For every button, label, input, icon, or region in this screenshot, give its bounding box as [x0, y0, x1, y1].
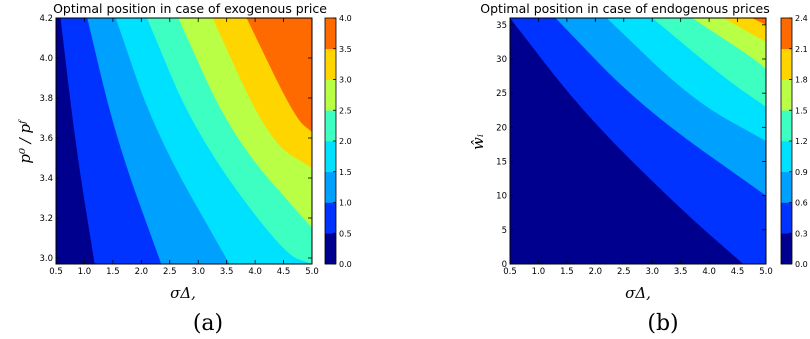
panel-a-colorbar-label: 3.0 — [339, 76, 352, 85]
panel-a-x-tick-label: 0.5 — [49, 267, 63, 277]
panel-a-y-axis-label: p⁰ / pᶠ — [16, 119, 34, 164]
panel-a-x-tick-label: 1.5 — [106, 267, 120, 277]
panel-a-band-7 — [246, 18, 312, 132]
panel-a-colorbar-label: 1.0 — [339, 199, 352, 208]
panel-b-colorbar-label: 0.9 — [795, 168, 808, 177]
panel-a-title: Optimal position in case of exogenous pr… — [53, 1, 327, 16]
panel-a-colorbar-swatch — [325, 48, 336, 80]
panel-a-colorbar-label: 3.5 — [339, 45, 352, 54]
panel-b-y-axis-label: ŵᵢ — [469, 134, 487, 150]
panel-b-colorbar-swatch — [781, 233, 792, 265]
panel-a-y-tick-label: 3.0 — [39, 254, 53, 264]
panel-b: Optimal position in case of endogenous p… — [469, 1, 808, 336]
panel-b-frame — [509, 17, 767, 265]
panel-a-caption: (a) — [193, 311, 223, 336]
panel-a-x-tick-label: 5.0 — [305, 267, 319, 277]
panel-a: Optimal position in case of exogenous pr… — [16, 1, 352, 336]
panel-b-y-ticks: 0 5 10 15 20 25 30 35 — [496, 21, 766, 270]
panel-b-plot-area — [509, 17, 767, 265]
panel-b-y-tick-label: 0 — [502, 260, 507, 270]
panel-a-y-tick-label: 3.6 — [39, 134, 53, 144]
panel-b-colorbar-label: 0.0 — [795, 260, 808, 269]
panel-a-colorbar-swatch — [325, 171, 336, 203]
panel-a-x-tick-label: 4.5 — [277, 267, 291, 277]
panel-b-x-ticks: 0.5 1.0 1.5 2.0 2.5 3.0 3.5 4.0 4.5 5.0 — [503, 18, 773, 277]
panel-a-x-tick-label: 2.5 — [163, 267, 177, 277]
panel-a-colorbar-label: 2.0 — [339, 137, 352, 146]
panel-b-colorbar-label: 2.4 — [795, 14, 808, 23]
panel-a-colorbar-label: 0.0 — [339, 260, 352, 269]
panel-a-colorbar-swatch — [325, 110, 336, 142]
panel-a-colorbar-swatch — [325, 141, 336, 173]
panel-b-caption: (b) — [647, 311, 678, 336]
panel-a-colorbar-label: 0.5 — [339, 229, 352, 238]
panel-b-colorbar-swatch — [781, 18, 792, 50]
panel-b-band-7 — [751, 18, 766, 25]
panel-b-x-tick-label: 4.0 — [702, 267, 716, 277]
panel-a-y-tick-label: 4.2 — [39, 14, 53, 24]
panel-b-x-tick-label: 2.0 — [589, 267, 603, 277]
panel-a-colorbar-swatch — [325, 202, 336, 234]
panel-a-colorbar-swatch — [325, 79, 336, 111]
panel-b-colorbar-swatch — [781, 171, 792, 203]
panel-b-x-tick-label: 0.5 — [503, 267, 517, 277]
panel-b-x-tick-label: 1.0 — [532, 267, 546, 277]
panel-a-plot-area — [55, 17, 313, 265]
panel-a-y-tick-label: 3.4 — [39, 174, 53, 184]
panel-b-colorbar-swatch — [781, 141, 792, 173]
panel-b-band-6 — [723, 18, 766, 42]
panel-a-y-tick-label: 3.2 — [39, 214, 53, 224]
panel-b-colorbar-label: 2.1 — [795, 45, 808, 54]
panel-a-colorbar-swatch — [325, 18, 336, 50]
panel-b-x-tick-label: 3.0 — [645, 267, 659, 277]
panel-a-x-tick-label: 4.0 — [248, 267, 262, 277]
panel-b-y-tick-label: 25 — [496, 89, 507, 99]
panel-b-colorbar-swatch — [781, 110, 792, 142]
panel-a-colorbar-label: 1.5 — [339, 168, 352, 177]
panel-a-colorbar-label: 4.0 — [339, 14, 352, 23]
panel-b-x-tick-label: 4.5 — [731, 267, 745, 277]
panel-a-x-tick-label: 2.0 — [135, 267, 149, 277]
panel-b-y-tick-label: 35 — [496, 21, 507, 31]
panel-a-x-axis-label: σΔ, — [170, 284, 196, 302]
panel-b-y-tick-label: 20 — [496, 123, 507, 133]
panel-a-colorbar-swatch — [325, 233, 336, 265]
panel-b-y-tick-label: 5 — [502, 226, 507, 236]
panel-a-colorbar: 0.0 0.5 1.0 1.5 2.0 2.5 3.0 3.5 4.0 — [324, 14, 352, 269]
panel-a-x-tick-label: 3.5 — [220, 267, 234, 277]
panel-b-colorbar-label: 1.8 — [795, 76, 808, 85]
panel-b-colorbar-label: 0.3 — [795, 229, 808, 238]
panel-b-x-tick-label: 1.5 — [560, 267, 574, 277]
panel-b-colorbar-swatch — [781, 48, 792, 80]
panel-b-colorbar-label: 1.2 — [795, 137, 808, 146]
panel-b-x-tick-label: 3.5 — [674, 267, 688, 277]
panel-b-colorbar-label: 0.6 — [795, 199, 808, 208]
panel-b-x-tick-label: 2.5 — [617, 267, 631, 277]
panel-b-x-axis-label: σΔ, — [625, 284, 651, 302]
panel-b-colorbar-swatch — [781, 202, 792, 234]
panel-a-x-ticks: 0.5 1.0 1.5 2.0 2.5 3.0 3.5 4.0 4.5 5.0 — [49, 18, 319, 277]
panel-a-y-ticks: 3.0 3.2 3.4 3.6 3.8 4.0 4.2 — [39, 14, 312, 264]
panel-a-frame — [55, 17, 313, 265]
panel-a-x-tick-label: 3.0 — [191, 267, 205, 277]
panel-a-x-tick-label: 1.0 — [78, 267, 92, 277]
panel-b-colorbar-label: 1.5 — [795, 106, 808, 115]
panel-a-y-tick-label: 4.0 — [39, 54, 53, 64]
panel-b-y-tick-label: 10 — [496, 192, 507, 202]
panel-b-colorbar-swatch — [781, 79, 792, 111]
panel-b-title: Optimal position in case of endogenous p… — [480, 1, 769, 16]
panel-b-colorbar: 0.0 0.3 0.6 0.9 1.2 1.5 1.8 2.1 2.4 — [780, 14, 808, 269]
panel-b-y-tick-label: 15 — [496, 158, 507, 168]
panel-b-y-tick-label: 30 — [496, 55, 507, 65]
panel-a-y-tick-label: 3.8 — [39, 94, 53, 104]
panel-a-colorbar-label: 2.5 — [339, 106, 352, 115]
panel-b-x-tick-label: 5.0 — [759, 267, 773, 277]
